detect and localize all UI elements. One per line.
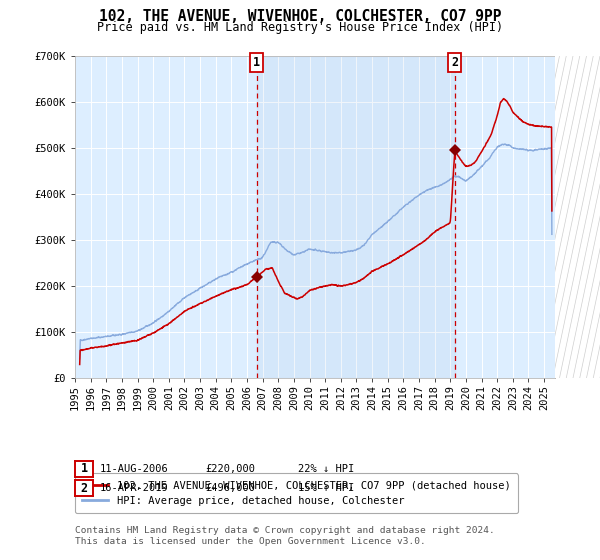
Text: 102, THE AVENUE, WIVENHOE, COLCHESTER, CO7 9PP: 102, THE AVENUE, WIVENHOE, COLCHESTER, C…	[99, 9, 501, 24]
Text: 15% ↑ HPI: 15% ↑ HPI	[298, 483, 355, 493]
Text: Price paid vs. HM Land Registry's House Price Index (HPI): Price paid vs. HM Land Registry's House …	[97, 21, 503, 34]
Text: 22% ↓ HPI: 22% ↓ HPI	[298, 464, 355, 474]
Text: 16-APR-2019: 16-APR-2019	[100, 483, 169, 493]
Legend: 102, THE AVENUE, WIVENHOE, COLCHESTER, CO7 9PP (detached house), HPI: Average pr: 102, THE AVENUE, WIVENHOE, COLCHESTER, C…	[75, 473, 518, 513]
Text: 2: 2	[80, 482, 88, 495]
Text: £220,000: £220,000	[205, 464, 255, 474]
Bar	[257, 56, 455, 378]
Text: £496,000: £496,000	[205, 483, 255, 493]
Text: 1: 1	[253, 56, 260, 69]
Text: 11-AUG-2006: 11-AUG-2006	[100, 464, 169, 474]
Text: Contains HM Land Registry data © Crown copyright and database right 2024.
This d: Contains HM Land Registry data © Crown c…	[75, 526, 495, 546]
Text: 1: 1	[80, 462, 88, 475]
Text: 2: 2	[451, 56, 458, 69]
